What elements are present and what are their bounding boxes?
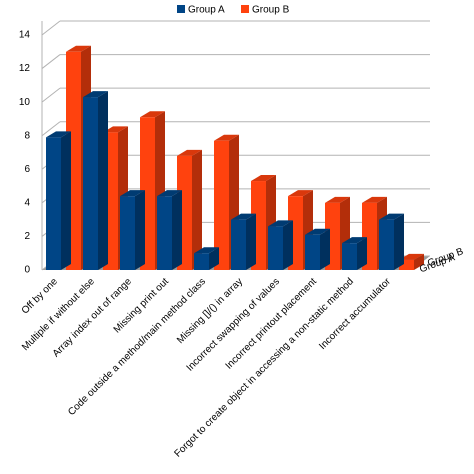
bar-face xyxy=(46,137,61,270)
y-tick-label: 10 xyxy=(19,97,31,108)
bar xyxy=(305,228,330,270)
x-tick-label: Forgot to create object in accessing a n… xyxy=(173,276,356,459)
grid-line xyxy=(41,121,61,137)
bar-face xyxy=(83,97,98,270)
y-tick-label: 2 xyxy=(24,231,30,242)
grid-line xyxy=(41,87,61,103)
legend-swatch xyxy=(177,5,185,13)
bar-face xyxy=(399,253,424,260)
bar-face xyxy=(172,190,182,270)
bar-face xyxy=(283,220,293,270)
bar-face xyxy=(305,234,320,270)
bar xyxy=(231,213,256,270)
bar-face xyxy=(379,219,394,270)
bar-face xyxy=(192,149,202,270)
bar-face xyxy=(268,226,283,270)
grid-line xyxy=(41,20,61,36)
bar-face xyxy=(140,111,165,118)
bar-face xyxy=(246,213,256,270)
bar-face xyxy=(288,190,313,197)
bar-face xyxy=(342,237,367,244)
bar-face xyxy=(98,91,108,270)
bar-face xyxy=(120,190,145,197)
bar-face xyxy=(394,213,404,270)
bar xyxy=(177,149,202,270)
bar-face xyxy=(66,45,91,52)
bar-face xyxy=(157,190,182,197)
bar-face xyxy=(194,253,209,270)
x-tick-label: Missing []/() in array xyxy=(175,276,245,346)
bar-face xyxy=(214,140,229,270)
bar-face xyxy=(320,228,330,270)
y-tick-label: 12 xyxy=(19,63,31,74)
bar xyxy=(342,237,367,270)
bar-face xyxy=(209,247,219,270)
y-tick-label: 0 xyxy=(24,265,30,276)
bar-face xyxy=(103,126,128,133)
bar-face xyxy=(46,131,71,138)
bar xyxy=(46,131,71,270)
legend-label: Group B xyxy=(252,5,290,16)
y-tick-label: 6 xyxy=(24,164,30,175)
bar-face xyxy=(177,149,202,156)
legend-label: Group A xyxy=(188,5,225,16)
bar-face xyxy=(305,228,330,235)
bar-face xyxy=(157,196,172,270)
bar-face xyxy=(251,175,276,182)
bar xyxy=(399,253,424,270)
bar-face xyxy=(120,196,135,270)
bar-face xyxy=(231,219,246,270)
bar-face xyxy=(357,237,367,270)
bar xyxy=(268,220,293,270)
bar xyxy=(157,190,182,270)
x-tick-label: Code outside a method/main method class xyxy=(66,276,208,418)
bar-face xyxy=(325,196,350,203)
bar-face xyxy=(194,247,219,254)
bar xyxy=(83,91,108,270)
bar-face xyxy=(362,196,387,203)
bar-face xyxy=(83,91,108,98)
bar-face xyxy=(379,213,404,220)
legend-swatch xyxy=(241,5,249,13)
y-tick-label: 8 xyxy=(24,130,30,141)
grid-line xyxy=(41,54,61,69)
bar xyxy=(120,190,145,270)
bar xyxy=(194,247,219,270)
x-tick-label: Incorrect accumulator xyxy=(317,276,393,352)
x-tick-label: Multiple if without else xyxy=(20,276,97,353)
bar-face xyxy=(414,253,424,270)
bar-face xyxy=(61,131,71,270)
bar-face xyxy=(214,134,239,141)
y-tick-label: 4 xyxy=(24,197,30,208)
bar-face xyxy=(135,190,145,270)
y-tick-label: 14 xyxy=(19,30,31,41)
bar xyxy=(379,213,404,270)
bar-face xyxy=(342,243,357,270)
bar-face xyxy=(399,259,414,270)
bar-face xyxy=(268,220,293,227)
bar-face xyxy=(231,213,256,220)
